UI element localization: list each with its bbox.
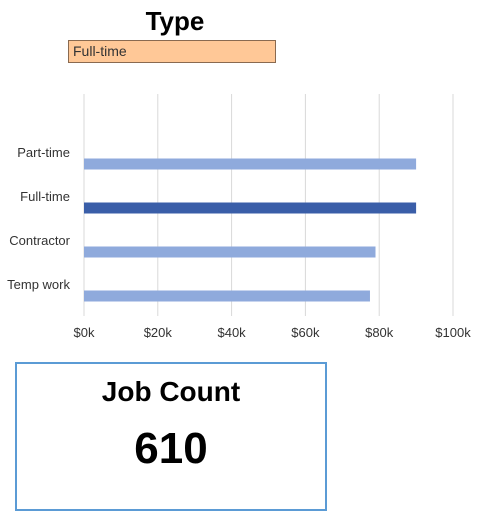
salary-by-type-chart: $0k $20k $40k $60k $80k $100k Part-time Full-ti…	[7, 94, 471, 340]
bar-part-time[interactable]	[84, 158, 417, 170]
category-label: Part-time	[17, 145, 70, 160]
bar-contractor[interactable]	[84, 246, 376, 258]
job-count-card: Job Count 610	[15, 362, 327, 511]
x-tick-label: $100k	[435, 325, 471, 340]
x-tick-label: $0k	[74, 325, 95, 340]
x-tick-label: $20k	[144, 325, 173, 340]
type-filter-selected[interactable]: Full-time	[68, 40, 276, 63]
category-label: Temp work	[7, 277, 70, 292]
bar-full-time[interactable]	[84, 202, 417, 214]
x-tick-label: $40k	[217, 325, 246, 340]
slicer-title: Type	[145, 6, 205, 36]
x-tick-label: $60k	[291, 325, 320, 340]
x-tick-label: $80k	[365, 325, 394, 340]
category-label: Contractor	[9, 233, 70, 248]
category-label: Full-time	[20, 189, 70, 204]
job-count-value: 610	[134, 424, 208, 473]
job-count-label: Job Count	[101, 376, 241, 407]
bar-temp-work[interactable]	[84, 290, 370, 302]
